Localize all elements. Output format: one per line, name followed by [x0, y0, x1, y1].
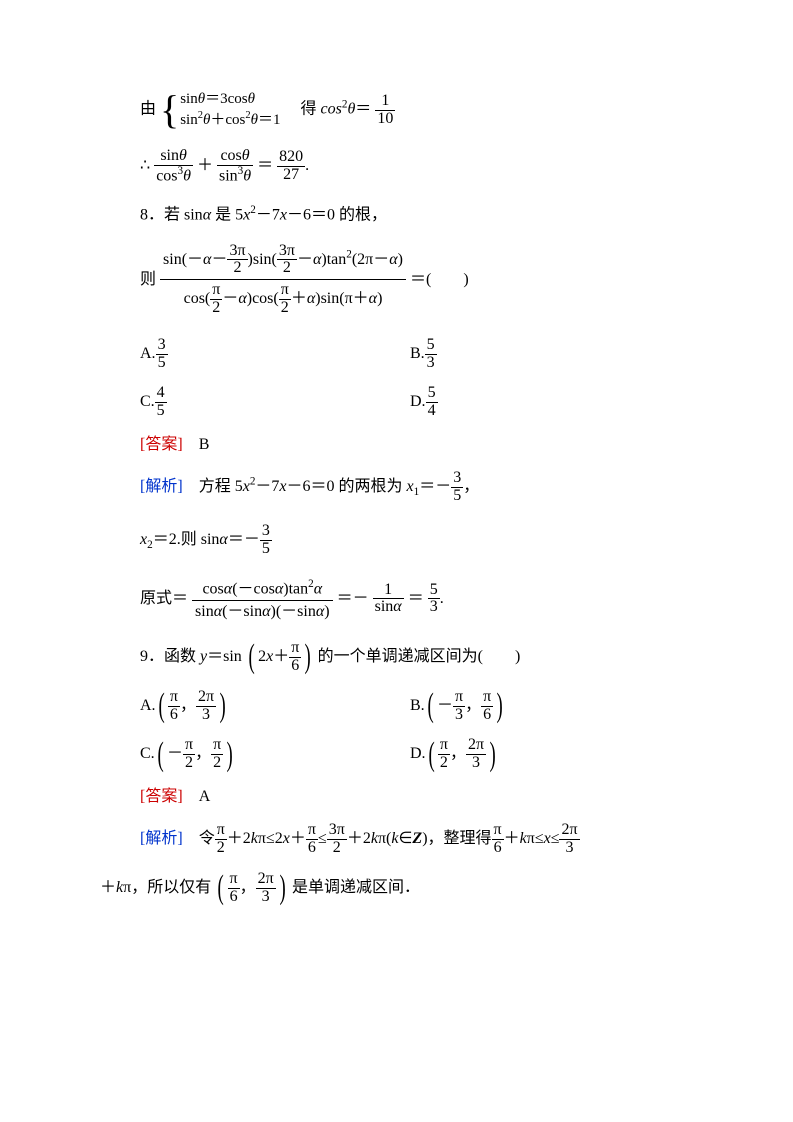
t: －6＝0 的两根为 [287, 478, 407, 495]
opt-d-label: D. [410, 745, 426, 762]
t: ＋kπ，所以仅有 [100, 877, 211, 899]
a: α [219, 531, 227, 548]
q9-stem: 9．函数 y＝sin (2x＋π6) 的一个单调递减区间为( ) [140, 640, 653, 675]
sys-l2: sin2θ＋cos2θ＝1 [180, 109, 280, 130]
opt-b-frac: 53 [425, 337, 437, 372]
t: －7 [255, 478, 279, 495]
analysis-label: [解析] [140, 478, 183, 495]
tail: ＝( ) [410, 270, 469, 287]
opt-c-frac: 45 [155, 385, 167, 420]
t3: 82027 [277, 149, 305, 184]
bden: cos(π2－α)cos(π2＋α)sin(π＋α) [160, 280, 406, 319]
t1: sinθcos3θ [154, 148, 193, 185]
t: 则 sin [181, 531, 220, 548]
eq2: ＝ [257, 157, 273, 174]
lead: 由 [140, 101, 156, 118]
answer-label: [答案] [140, 788, 183, 805]
answer-label: [答案] [140, 436, 183, 453]
analysis-label: [解析] [140, 830, 183, 847]
q9-ana1: [解析] 令π2＋2kπ≤2x＋π6≤3π2＋2kπ(k∈Z)，整理得π6＋kπ… [140, 822, 653, 857]
opt-a-frac: 35 [156, 337, 168, 372]
dot: . [440, 590, 444, 607]
eq: ＝ [408, 588, 424, 610]
q8-ana3: 原式＝ cosα(－cosα)tan2α sinα(－sinα)(－sinα) … [140, 576, 653, 623]
t: 9．函数 [140, 648, 200, 665]
opt-c: (－π2，π2) [155, 737, 236, 772]
q8-ana1: [解析] 方程 5x2－7x－6＝0 的两根为 x1＝－35， [140, 470, 653, 505]
q8-answer: [答案] B [140, 434, 653, 456]
q8-bigfrac: 则 sin(－α－3π2)sin(3π2－α)tan2(2π－α) cos(π2… [140, 241, 653, 319]
plus: ＋ [197, 157, 213, 174]
t: 是单调递减区间． [292, 879, 420, 896]
q8-opts-cd: C.45 D.54 [140, 385, 653, 420]
opt-a-label: A. [140, 345, 156, 362]
t: －7 [256, 206, 280, 223]
q8-ana2: x2＝2.则 sinα＝－35 [140, 523, 653, 558]
q8-opts-ab: A.35 B.53 [140, 337, 653, 372]
opt-c-label: C. [140, 745, 155, 762]
t: 令 [199, 828, 215, 850]
comma: ， [463, 478, 479, 495]
interval: (π6，2π3) [215, 871, 288, 906]
then: 则 [140, 270, 156, 287]
p7-line1: 由 { sinθ＝3cosθ sin2θ＋cos2θ＝1 得 cos2θ＝ 11… [140, 90, 653, 130]
t: －6＝0 的根， [287, 206, 387, 223]
bnum: sin(－α－3π2)sin(3π2－α)tan2(2π－α) [160, 241, 406, 281]
x: x [243, 478, 250, 495]
eq: ＝－ [337, 588, 369, 610]
orig: 原式＝ [140, 588, 188, 610]
n: cosα(－cosα)tan2α [192, 576, 333, 601]
opt-a-label: A. [140, 697, 156, 714]
q9-ana2: ＋kπ，所以仅有 (π6，2π3) 是单调递减区间． [100, 871, 653, 906]
t: 方程 5 [199, 478, 243, 495]
therefore: ∴ [140, 157, 150, 174]
of: cosα(－cosα)tan2α sinα(－sinα)(－sinα) [192, 576, 333, 623]
opt-d-frac: 54 [426, 385, 438, 420]
opt-d: (π2，2π3) [426, 737, 499, 772]
d: sinα(－sinα)(－sinα) [192, 601, 333, 623]
answer-val: B [199, 436, 210, 453]
of2: 1sinα [373, 582, 404, 617]
alpha: α [203, 206, 211, 223]
t2: cosθsin3θ [217, 148, 253, 185]
brace-icon: { [160, 90, 179, 130]
eq: ＝sin [207, 648, 242, 665]
sys-l1: sinθ＝3cosθ [180, 90, 280, 109]
t: 是 5 [211, 206, 243, 223]
opt-a: (π6，2π3) [156, 689, 229, 724]
big-fraction: sin(－α－3π2)sin(3π2－α)tan2(2π－α) cos(π2－α… [160, 241, 406, 319]
x: x [279, 478, 286, 495]
p7-line2: ∴ sinθcos3θ ＋ cosθsin3θ ＝ 82027. [140, 148, 653, 185]
x1: x [407, 478, 414, 495]
answer-val: A [199, 788, 211, 805]
q9-opts-cd: C.(－π2，π2) D.(π2，2π3) [140, 737, 653, 772]
t: 的一个单调递减区间为( ) [318, 648, 521, 665]
q8-stem: 8．若 sinα 是 5x2－7x－6＝0 的根， [140, 203, 653, 227]
f35b: 35 [260, 523, 272, 558]
opt-b: (－π3，π6) [425, 689, 506, 724]
of3: 53 [428, 582, 440, 617]
opt-c-label: C. [140, 393, 155, 410]
t: 8．若 sin [140, 206, 203, 223]
q9-opts-ab: A.(π6，2π3) B.(－π3，π6) [140, 689, 653, 724]
f35: 35 [451, 470, 463, 505]
system: { sinθ＝3cosθ sin2θ＋cos2θ＝1 [160, 90, 280, 130]
mid: 得 [285, 101, 321, 118]
eq: ＝－ [419, 478, 451, 495]
opt-b-label: B. [410, 697, 425, 714]
opt-b-label: B. [410, 345, 425, 362]
eq: ＝2. [153, 531, 181, 548]
eq: ＝－ [228, 531, 260, 548]
cos: cos [321, 101, 342, 118]
arg: (2x＋π6) [246, 640, 314, 675]
eq: ＝ [355, 101, 371, 118]
chain: π2＋2kπ≤2x＋π6≤3π2＋2kπ(k∈Z)，整理得π6＋kπ≤x≤2π3 [215, 822, 580, 857]
dot: . [305, 157, 309, 174]
frac-cos2: 110 [375, 93, 395, 128]
q9-answer: [答案] A [140, 786, 653, 808]
opt-d-label: D. [410, 393, 426, 410]
x: x [280, 206, 287, 223]
